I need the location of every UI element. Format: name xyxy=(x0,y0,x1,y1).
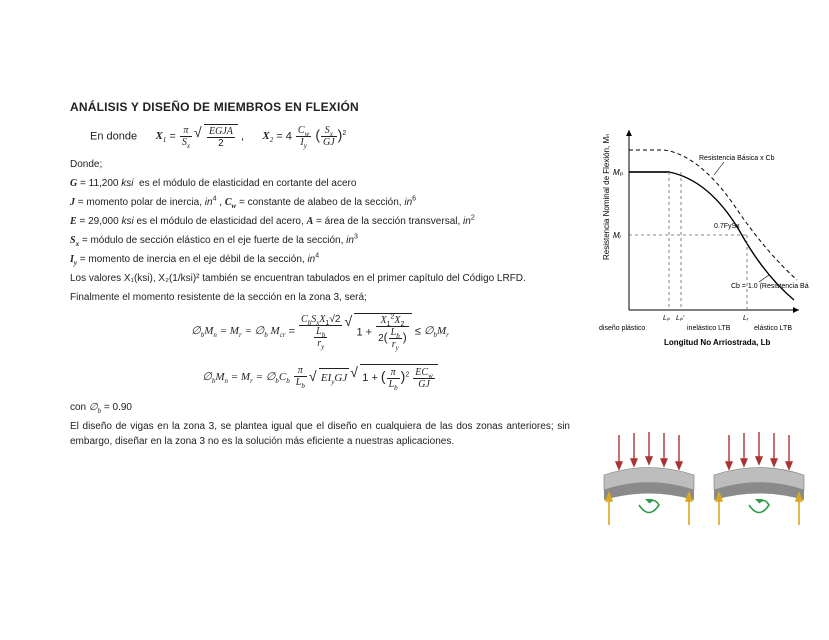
equation-mcr-x1x2: ∅bMn = Mr = ∅b Mcr = CbSxX1√2Lbry 1 + X1… xyxy=(70,313,570,350)
beam-illustration xyxy=(599,415,809,545)
def-G: G = 11,200 ksi es el módulo de elasticid… xyxy=(70,176,570,191)
moment-vs-lb-chart: Resistencia Nominal de Flexión, Mₙ Mₚ Mᵣ… xyxy=(599,120,809,350)
chart-tick-lpp: Lₚ' xyxy=(676,315,685,322)
chart-curve-cb xyxy=(629,150,797,280)
chart-curve-basic xyxy=(629,172,794,300)
chart-ylabel: Resistencia Nominal de Flexión, Mₙ xyxy=(602,134,611,260)
chart-xlabel: Longitud No Arriostrada, Lb xyxy=(664,338,770,347)
chart-label-basic: Cb = 1.0 (Resistencia Básica) xyxy=(731,283,809,290)
def-E: E = 29,000 ksi es el módulo de elasticid… xyxy=(70,214,570,229)
chart-tick-lp: Lₚ xyxy=(663,315,670,322)
chart-region-plastic: diseño plástico xyxy=(599,325,645,332)
beam-left xyxy=(604,432,694,525)
chart-label-cb: Resistencia Básica x Cb xyxy=(699,155,775,162)
def-Iy: Iy = momento de inercia en el eje débil … xyxy=(70,252,570,267)
chart-region-inel: inelástico LTB xyxy=(687,325,731,332)
para-tabulated: Los valores X₁(ksi), X₂(1/ksi)² también … xyxy=(70,271,570,286)
phi-value: con ∅b = 0.90 xyxy=(70,400,570,415)
chart-label-07: 0.7FySx xyxy=(714,223,740,230)
def-J: J = momento polar de inercia, in4 , Cw =… xyxy=(70,195,570,210)
para-finalmente: Finalmente el momento resistente de la s… xyxy=(70,290,570,305)
beam-right xyxy=(714,432,804,525)
equation-mcr-classic: ∅bMn = Mr = ∅bCb πLb EIyGJ 1 + (πLb)2 EC… xyxy=(70,364,570,390)
label-en-donde: En donde xyxy=(90,130,137,142)
para-design-note: El diseño de vigas en la zona 3, se plan… xyxy=(70,419,570,449)
page-title: ANÁLISIS Y DISEÑO DE MIEMBROS EN FLEXIÓN xyxy=(70,100,789,114)
equation-x1-x2: En donde X1 = πSx EGJA2 , X2 = 4 CwIy (S… xyxy=(90,124,570,149)
content-column: En donde X1 = πSx EGJA2 , X2 = 4 CwIy (S… xyxy=(70,124,570,449)
def-Sx: Sx = módulo de sección elástico en el ej… xyxy=(70,233,570,248)
chart-tick-lr: Lᵣ xyxy=(743,315,749,322)
chart-tick-mr: Mᵣ xyxy=(613,231,622,240)
label-donde: Donde; xyxy=(70,157,570,172)
chart-tick-mp: Mₚ xyxy=(613,168,624,177)
chart-region-el: elástico LTB xyxy=(754,325,792,332)
